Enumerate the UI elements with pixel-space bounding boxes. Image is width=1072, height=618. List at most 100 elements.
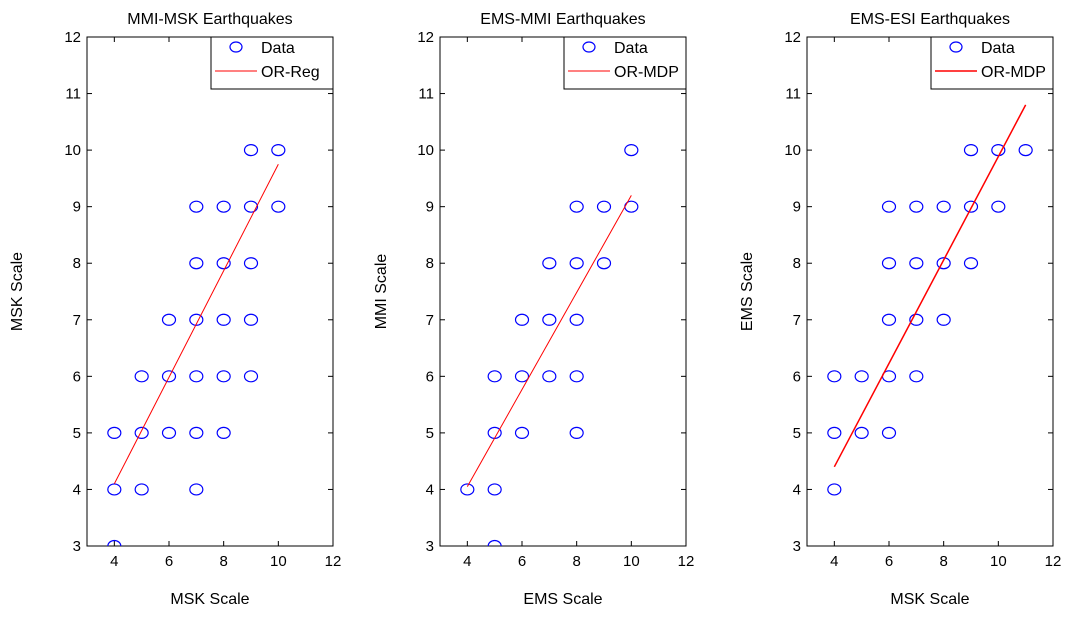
data-point <box>216 257 231 270</box>
data-point <box>487 483 502 496</box>
y-tick-label: 7 <box>793 312 801 329</box>
y-tick-label: 11 <box>785 86 801 103</box>
plot-area <box>827 104 1033 496</box>
data-point <box>991 144 1006 157</box>
data-point <box>134 426 149 439</box>
data-point <box>909 257 924 270</box>
y-tick-label: 8 <box>73 255 81 272</box>
y-tick-label: 4 <box>426 481 434 498</box>
chart-title: MMI-MSK Earthquakes <box>127 11 292 28</box>
y-tick-label: 3 <box>793 538 801 555</box>
data-point <box>189 370 204 383</box>
legend-label: Data <box>614 40 648 57</box>
legend-label: OR-Reg <box>261 64 320 81</box>
data-point <box>487 539 502 546</box>
data-point <box>596 200 612 213</box>
x-tick-label: 6 <box>518 553 526 570</box>
legend-label: OR-MDP <box>981 64 1046 81</box>
legend-marker <box>229 41 243 53</box>
x-tick-label: 8 <box>219 553 227 570</box>
chart-panel-3: 4 6 8 10 12 3 4 5 6 7 8 9 10 11 12 EMS-ESI Earthquakes M… <box>739 11 1061 608</box>
y-tick-label: 8 <box>793 255 801 272</box>
x-tick-label: 12 <box>678 553 695 570</box>
axes-box <box>86 36 334 547</box>
data-point <box>189 313 204 326</box>
y-tick-label: 9 <box>73 199 81 216</box>
axes-box <box>806 36 1054 547</box>
x-tick-label: 10 <box>990 553 1007 570</box>
data-point <box>243 370 259 383</box>
x-tick-label: 8 <box>572 553 580 570</box>
data-point <box>514 426 530 439</box>
data-point <box>216 313 231 326</box>
y-tick-label: 11 <box>418 86 434 103</box>
data-point <box>189 257 204 270</box>
x-tick-label: 8 <box>939 553 947 570</box>
data-point <box>189 426 204 439</box>
y-tick-label: 5 <box>73 425 81 442</box>
data-point <box>1018 144 1033 157</box>
data-point <box>134 483 149 496</box>
data-point <box>542 257 557 270</box>
legend-label: Data <box>981 40 1015 57</box>
y-tick-label: 5 <box>426 425 434 442</box>
data-point <box>569 200 584 213</box>
legend-marker <box>949 41 963 53</box>
y-tick-label: 10 <box>417 142 434 159</box>
chart-panel-1: 4 6 8 10 12 3 4 5 6 7 8 9 10 11 12 MMI-MSK Earthquakes M… <box>9 11 341 608</box>
y-tick-label: 9 <box>793 199 801 216</box>
data-point <box>909 370 924 383</box>
data-point <box>189 483 204 496</box>
y-tick-label: 6 <box>793 368 801 385</box>
data-point <box>161 370 177 383</box>
y-tick-label: 11 <box>65 86 81 103</box>
legend-label: Data <box>261 40 295 57</box>
y-tick-label: 12 <box>417 29 434 46</box>
y-axis-label: MMI Scale <box>373 254 390 330</box>
plot-area <box>460 144 639 546</box>
legend-label: OR-MDP <box>614 64 679 81</box>
data-point <box>569 313 584 326</box>
y-tick-label: 7 <box>73 312 81 329</box>
y-axis-label: EMS Scale <box>739 252 756 331</box>
data-point <box>909 313 924 326</box>
y-tick-label: 10 <box>784 142 801 159</box>
data-point <box>936 313 951 326</box>
x-axis-label: EMS Scale <box>523 591 602 608</box>
y-tick-label: 12 <box>784 29 801 46</box>
data-point <box>909 200 924 213</box>
data-point <box>243 257 259 270</box>
data-point <box>271 144 286 157</box>
legend: Data OR-MDP <box>930 36 1054 90</box>
legend: Data OR-Reg <box>210 36 334 90</box>
legend-box <box>563 36 687 90</box>
data-point <box>936 257 951 270</box>
data-point <box>881 426 897 439</box>
data-point <box>243 200 259 213</box>
data-point <box>827 370 842 383</box>
legend-box <box>930 36 1054 90</box>
y-tick-label: 4 <box>793 481 801 498</box>
data-point <box>243 313 259 326</box>
x-axis-label: MSK Scale <box>170 591 249 608</box>
y-tick-label: 4 <box>73 481 81 498</box>
y-tick-label: 8 <box>426 255 434 272</box>
data-point <box>596 257 612 270</box>
data-point <box>271 200 286 213</box>
regression-line <box>466 195 632 487</box>
data-point <box>827 483 842 496</box>
data-point <box>216 426 231 439</box>
data-point <box>991 200 1006 213</box>
y-tick-label: 6 <box>426 368 434 385</box>
data-point <box>189 200 204 213</box>
data-point <box>216 200 231 213</box>
x-tick-label: 12 <box>325 553 342 570</box>
data-point <box>569 426 584 439</box>
data-point <box>963 200 979 213</box>
x-tick-label: 4 <box>110 553 118 570</box>
data-point <box>963 144 979 157</box>
x-tick-label: 4 <box>830 553 838 570</box>
chart-title: EMS-ESI Earthquakes <box>850 11 1010 28</box>
